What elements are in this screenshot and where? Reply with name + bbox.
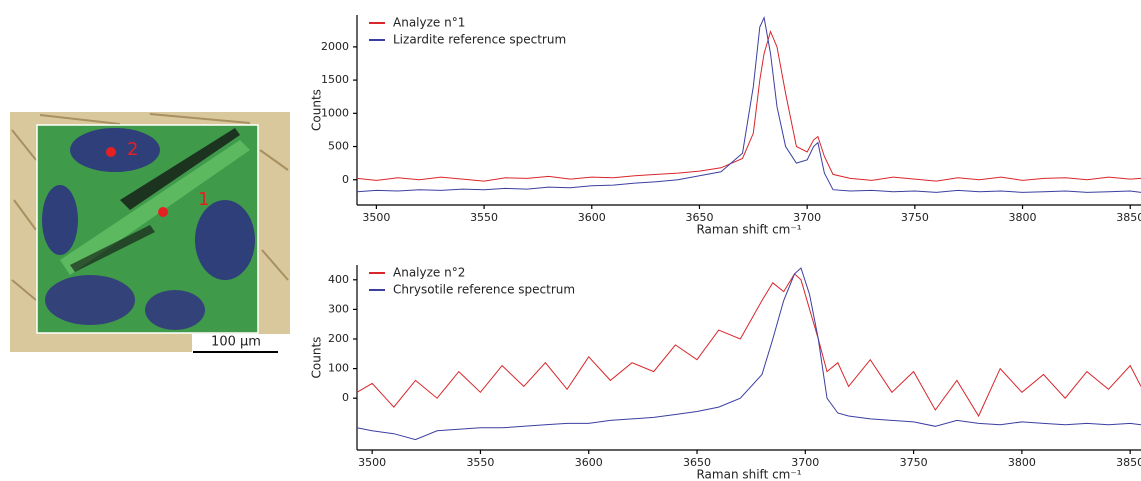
x-tick-label: 3800 (1009, 211, 1037, 224)
x-tick-label: 3500 (362, 211, 390, 224)
y-tick-label: 1500 (321, 73, 349, 86)
y-tick-label: 400 (328, 273, 349, 286)
x-tick-label: 3750 (900, 456, 928, 469)
x-tick-label: 3550 (470, 211, 498, 224)
x-axis-label: Raman shift cm⁻¹ (696, 223, 801, 237)
patch (42, 185, 78, 255)
legend-label: Analyze n°2 (393, 266, 465, 280)
dark-band (120, 128, 240, 210)
x-tick-label: 3550 (466, 456, 494, 469)
x-tick-label: 3800 (1008, 456, 1036, 469)
y-tick-label: 100 (328, 362, 349, 375)
y-tick-label: 500 (328, 140, 349, 153)
series-line (356, 267, 1141, 441)
patch (145, 290, 205, 330)
scale-bar-box (192, 334, 290, 352)
point-label: 1 (198, 189, 209, 210)
legend-label: Lizardite reference spectrum (393, 33, 566, 47)
micrograph: 1 2 100 µm (10, 112, 290, 353)
series-line (356, 30, 1141, 182)
x-tick-label: 3650 (685, 211, 713, 224)
scale-bar-label: 100 µm (211, 335, 261, 350)
x-axis-label: Raman shift cm⁻¹ (696, 468, 801, 481)
point-marker (106, 147, 116, 157)
y-tick-label: 1000 (321, 106, 349, 119)
x-tick-label: 3850 (1116, 456, 1141, 469)
y-axis-label: Counts (310, 89, 324, 131)
series-line (356, 16, 1141, 193)
patch (195, 200, 255, 280)
texture (11, 113, 289, 301)
series-line (356, 273, 1141, 418)
legend-label: Chrysotile reference spectrum (393, 283, 575, 297)
x-tick-label: 3850 (1116, 211, 1141, 224)
point-label: 2 (127, 139, 138, 160)
y-tick-label: 2000 (321, 40, 349, 53)
x-tick-label: 3750 (901, 211, 929, 224)
y-axis-label: Counts (310, 337, 324, 379)
x-tick-label: 3600 (575, 456, 603, 469)
patch (45, 275, 135, 325)
y-tick-label: 300 (328, 302, 349, 315)
chart: 0 100 200 300 400 3500 3550 3600 3650 3700 3750 380… (310, 265, 1141, 481)
x-tick-label: 3650 (683, 456, 711, 469)
x-tick-label: 3700 (793, 211, 821, 224)
y-tick-label: 200 (328, 332, 349, 345)
point-marker (158, 207, 168, 217)
legend-label: Analyze n°1 (393, 16, 465, 30)
x-tick-label: 3600 (578, 211, 606, 224)
dark-band (70, 225, 155, 272)
fiber (60, 140, 250, 275)
chart: 0 500 1000 1500 2000 3500 3550 3600 3650 3700 3750… (310, 15, 1141, 237)
x-tick-label: 3500 (358, 456, 386, 469)
x-tick-label: 3700 (791, 456, 819, 469)
y-tick-label: 0 (342, 391, 349, 404)
y-tick-label: 0 (342, 173, 349, 186)
